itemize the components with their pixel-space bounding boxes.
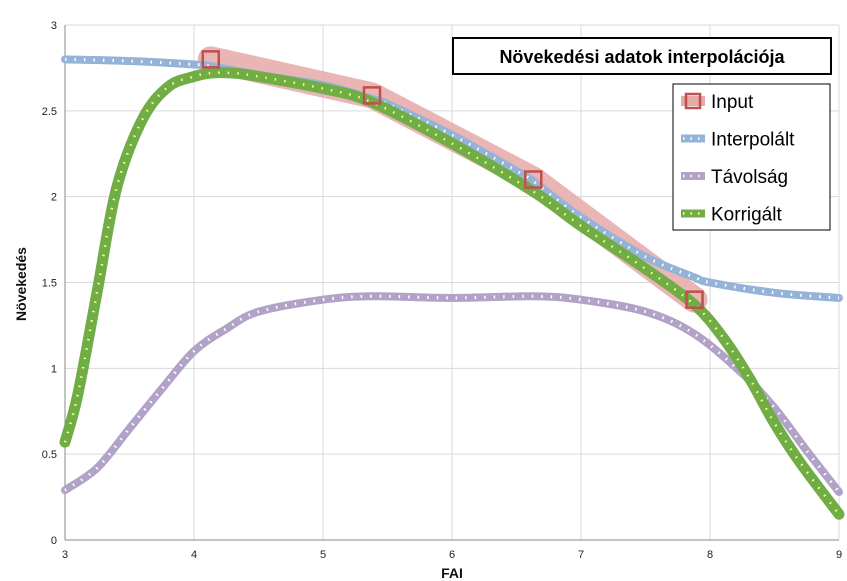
legend-entry: Input bbox=[681, 92, 754, 113]
y-tick-label: 1 bbox=[51, 363, 57, 375]
legend-swatch-marker bbox=[684, 92, 702, 110]
input-marker bbox=[362, 86, 382, 105]
y-tick-label: 3 bbox=[51, 20, 57, 32]
tick-labels: 3 4 5 6 7 8 9 0 0.5 1 1.5 2 2.5 3 bbox=[42, 20, 842, 561]
legend-label: Korrigált bbox=[711, 205, 782, 226]
y-axis-title: Növekedés bbox=[13, 247, 29, 321]
series-2 bbox=[59, 67, 845, 520]
series-input-band bbox=[197, 46, 708, 313]
y-tick-label: 2 bbox=[51, 192, 57, 204]
legend: Input Interpolált Távolság Korrigált bbox=[672, 83, 831, 231]
legend-label: Input bbox=[711, 92, 754, 113]
legend-entry: Távolság bbox=[681, 167, 788, 188]
input-marker bbox=[201, 50, 221, 69]
legend-entry: Korrigált bbox=[681, 205, 782, 226]
legend-label: Távolság bbox=[711, 167, 788, 188]
x-tick-label: 3 bbox=[62, 549, 68, 561]
series-layer bbox=[59, 46, 845, 520]
x-tick-label: 8 bbox=[707, 549, 713, 561]
x-axis-title: FAI bbox=[441, 565, 463, 581]
x-tick-label: 4 bbox=[191, 549, 197, 561]
x-tick-label: 9 bbox=[836, 549, 842, 561]
x-tick-label: 7 bbox=[578, 549, 584, 561]
x-tick-label: 5 bbox=[320, 549, 326, 561]
chart-title-box: Növekedési adatok interpolációja bbox=[452, 37, 832, 75]
legend-entry: Interpolált bbox=[681, 130, 795, 151]
y-tick-label: 0.5 bbox=[42, 449, 57, 461]
input-marker bbox=[524, 170, 543, 189]
chart-title-frame bbox=[452, 37, 832, 75]
axes bbox=[64, 25, 839, 541]
series-0 bbox=[61, 55, 843, 302]
y-tick-label: 0 bbox=[51, 535, 57, 547]
y-tick-label: 1.5 bbox=[42, 278, 57, 290]
y-tick-label: 2.5 bbox=[42, 106, 57, 118]
series-line bbox=[61, 55, 843, 302]
x-tick-label: 6 bbox=[449, 549, 455, 561]
series-dots bbox=[63, 71, 840, 516]
input-marker bbox=[685, 290, 704, 309]
legend-label: Interpolált bbox=[711, 130, 795, 151]
chart-title: Növekedési adatok interpolációja bbox=[499, 47, 785, 67]
